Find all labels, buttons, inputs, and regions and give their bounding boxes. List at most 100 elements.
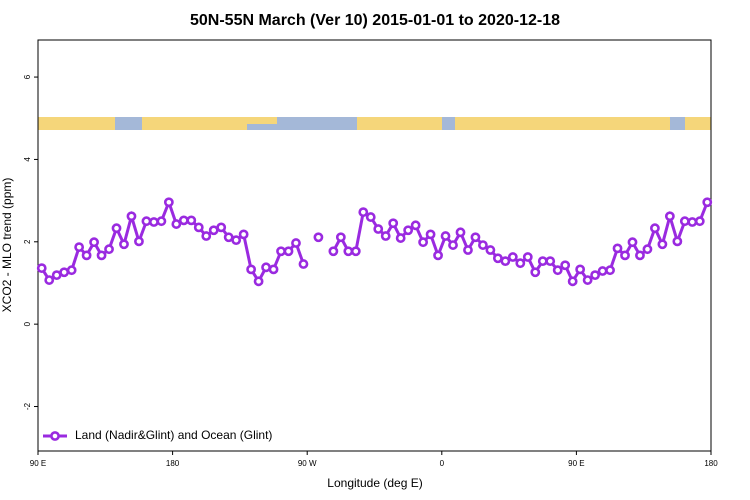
data-line: [332, 201, 709, 285]
data-point: [500, 256, 511, 267]
data-point: [74, 242, 85, 253]
x-tick-label: 180: [704, 459, 718, 468]
plot-frame: [37, 39, 712, 452]
data-point: [96, 250, 107, 261]
land-band: [247, 117, 277, 124]
data-point: [134, 236, 144, 247]
data-point: [679, 216, 690, 227]
land-band: [685, 117, 711, 130]
chart-title: 50N-55N March (Ver 10) 2015-01-01 to 202…: [190, 12, 560, 29]
land-band: [142, 117, 247, 130]
data-point: [81, 250, 92, 261]
data-point: [403, 225, 414, 236]
data-point: [261, 262, 271, 273]
y-tick-label: 6: [23, 74, 32, 79]
legend-marker: [50, 431, 60, 441]
data-point: [388, 218, 399, 229]
data-point: [672, 236, 683, 247]
data-point: [291, 238, 301, 248]
data-point: [590, 270, 600, 281]
data-point: [298, 259, 309, 269]
data-point: [231, 235, 242, 246]
data-point: [111, 223, 122, 234]
data-point: [380, 231, 391, 241]
data-point: [485, 245, 496, 255]
data-point: [373, 224, 384, 234]
data-point: [537, 256, 548, 267]
data-point: [627, 237, 638, 248]
data-point: [522, 252, 533, 262]
data-point: [104, 244, 114, 255]
land-band: [357, 117, 442, 130]
data-point: [89, 237, 99, 248]
y-tick-label: 2: [23, 239, 32, 244]
data-point: [59, 267, 70, 278]
x-tick-label: 90 E: [568, 459, 584, 468]
data-point: [650, 223, 660, 234]
data-point: [440, 231, 451, 241]
data-point: [635, 250, 645, 261]
data-point: [560, 260, 571, 271]
data-point: [463, 245, 473, 255]
data-point: [575, 264, 586, 275]
data-point: [119, 239, 129, 250]
x-axis-label: Longitude (deg E): [327, 476, 422, 490]
data-point: [597, 266, 608, 276]
data-point: [253, 276, 264, 287]
data-point: [492, 253, 503, 264]
data-point: [507, 252, 518, 262]
data-point: [335, 232, 346, 243]
y-tick-label: 0: [23, 321, 32, 326]
data-point: [433, 250, 443, 261]
data-point: [687, 217, 698, 227]
data-point: [642, 244, 653, 255]
data-point: [141, 216, 152, 227]
data-point: [418, 237, 429, 248]
data-point: [478, 240, 488, 250]
data-point: [567, 276, 578, 287]
data-point: [530, 267, 541, 278]
data-point: [410, 220, 421, 231]
data-point: [358, 207, 369, 218]
data-point: [238, 229, 249, 240]
data-point: [395, 233, 406, 243]
data-point: [193, 222, 204, 233]
data-point: [268, 264, 279, 275]
data-point: [470, 232, 481, 243]
y-tick-label: -2: [23, 402, 32, 410]
data-point: [582, 275, 593, 285]
data-point: [620, 250, 630, 261]
data-point: [36, 263, 47, 274]
data-point: [552, 265, 563, 276]
data-point: [664, 211, 675, 222]
data-point: [186, 215, 197, 226]
data-point: [343, 246, 354, 257]
data-point: [328, 246, 339, 257]
data-point: [605, 265, 615, 276]
data-point: [163, 197, 174, 208]
data-point: [246, 264, 257, 275]
data-point: [448, 240, 458, 250]
data-point: [216, 222, 227, 233]
land-band: [38, 117, 115, 130]
data-point: [425, 229, 436, 240]
data-point: [156, 216, 167, 227]
y-tick-label: 4: [23, 157, 32, 162]
data-point: [283, 246, 294, 257]
x-tick-label: 90 W: [298, 459, 317, 468]
data-point: [350, 246, 361, 257]
data-point: [313, 232, 324, 243]
data-point: [149, 217, 159, 227]
x-tick-label: 0: [440, 459, 445, 468]
data-point: [515, 258, 526, 269]
x-tick-label: 180: [166, 459, 180, 468]
legend-label: Land (Nadir&Glint) and Ocean (Glint): [75, 428, 272, 442]
data-point: [51, 270, 62, 281]
data-point: [276, 246, 286, 257]
surface-band: [38, 117, 711, 130]
data-point: [201, 231, 212, 241]
x-tick-label: 90 E: [30, 459, 46, 468]
y-axis-label: XCO2 - MLO trend (ppm): [0, 178, 14, 313]
